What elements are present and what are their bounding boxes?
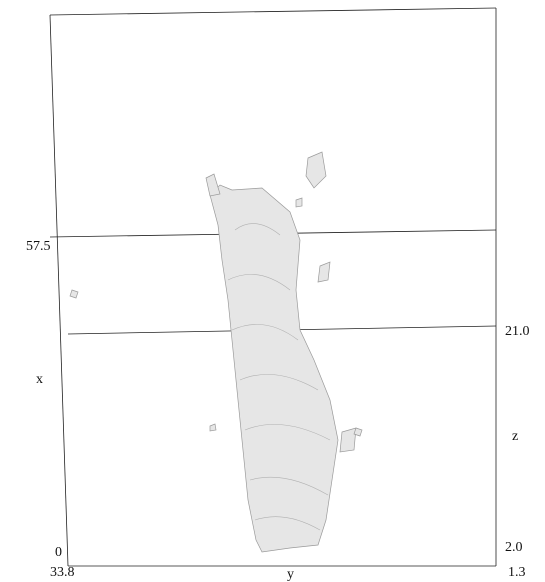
isosurface bbox=[70, 152, 362, 552]
z-axis-label: z bbox=[512, 429, 518, 444]
x-axis-label: x bbox=[36, 372, 43, 387]
surface-fragment bbox=[340, 428, 356, 452]
box-edge bbox=[50, 15, 68, 566]
z-tick-label: 21.0 bbox=[505, 324, 530, 339]
surface-body bbox=[210, 185, 338, 552]
y-axis-label: y bbox=[287, 567, 294, 582]
isosurface-figure: 57.5 x 0 33.8 y 1.3 21.0 z 2.0 bbox=[0, 0, 545, 582]
surface-fragment bbox=[296, 198, 302, 207]
y-tick-label: 1.3 bbox=[508, 565, 526, 580]
surface-fragment bbox=[210, 424, 216, 431]
surface-fragment bbox=[318, 262, 330, 282]
surface-fragment bbox=[70, 290, 78, 298]
surface-fragment bbox=[206, 174, 220, 196]
box-edge bbox=[50, 8, 496, 15]
surface-fragment bbox=[306, 152, 326, 188]
x-tick-label: 0 bbox=[55, 545, 62, 560]
z-tick-label: 2.0 bbox=[505, 540, 523, 555]
x-tick-label: 57.5 bbox=[26, 239, 51, 254]
y-tick-label: 33.8 bbox=[50, 565, 75, 580]
